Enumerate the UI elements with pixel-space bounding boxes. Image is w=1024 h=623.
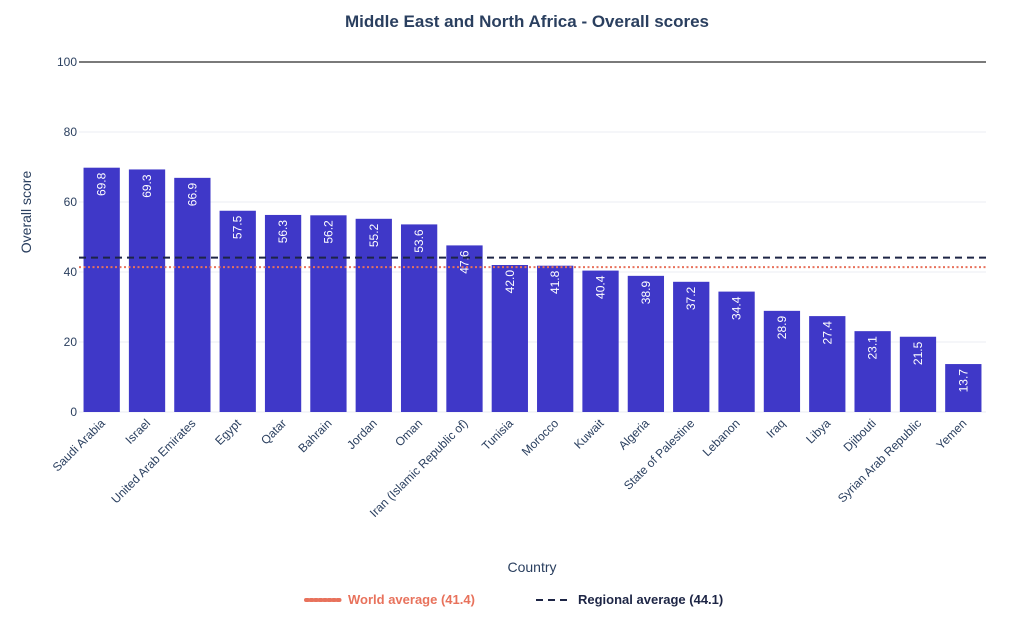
legend: World average (41.4) Regional average (44…: [304, 592, 723, 607]
bar-value-label: 47.6: [457, 250, 471, 274]
legend-label: World average (41.4): [348, 592, 475, 607]
bar-value-label: 37.2: [684, 286, 698, 310]
y-tick-labels: 0 20 40 60 80 100: [57, 55, 77, 419]
bar: [627, 275, 665, 412]
y-tick-label: 40: [64, 265, 78, 279]
bar-value-label: 69.3: [140, 174, 154, 198]
bar-value-label: 55.2: [367, 223, 381, 247]
x-tick-label: Egypt: [212, 416, 244, 448]
bar: [491, 265, 528, 412]
x-tick-label: Libya: [803, 416, 833, 446]
bar: [537, 265, 574, 412]
y-axis-title: Overall score: [18, 171, 34, 254]
bar: [899, 336, 937, 412]
reference-lines: [79, 256, 986, 269]
bar-value-label: 40.4: [594, 275, 608, 299]
bars: 69.8 69.3 66.9 57.5 56.3 56.2 55.2 53.6 47.6 42.0…: [83, 167, 982, 412]
legend-item: Regional average (44.1): [536, 592, 723, 607]
bar: [264, 214, 302, 412]
bar: [809, 316, 846, 412]
x-tick-label: Israel: [122, 416, 153, 447]
x-tick-label: Iraq: [764, 416, 789, 441]
gridlines: [79, 61, 986, 413]
y-tick-label: 80: [64, 125, 78, 139]
bar: [718, 291, 755, 412]
bar-value-label: 21.5: [911, 341, 925, 365]
x-tick-label: Tunisia: [479, 416, 516, 453]
x-tick-label: Syrian Arab Republic: [835, 416, 924, 505]
x-tick-label: Jordan: [344, 416, 380, 452]
bar: [219, 210, 256, 412]
bar-value-label: 13.7: [956, 369, 970, 393]
bar: [355, 218, 392, 412]
bar-value-label: 28.9: [775, 316, 789, 340]
bar: [174, 177, 211, 412]
bar: [310, 215, 347, 412]
bar-value-label: 56.2: [321, 220, 335, 244]
bar: [945, 364, 982, 412]
bar-value-label: 34.4: [730, 296, 744, 320]
x-tick-label: Lebanon: [700, 416, 743, 459]
bar-value-label: 27.4: [820, 321, 834, 345]
x-tick-label: Morocco: [519, 416, 562, 459]
y-tick-label: 0: [70, 405, 77, 419]
bar-value-label: 56.3: [276, 220, 290, 244]
bar: [446, 245, 483, 412]
bar-value-label: 57.5: [231, 215, 245, 239]
bar: [763, 310, 801, 412]
y-tick-label: 100: [57, 55, 77, 69]
x-tick-label: Djibouti: [841, 416, 879, 454]
bar-value-label: 41.8: [548, 270, 562, 294]
bar-value-label: 69.8: [95, 172, 109, 196]
bar: [673, 281, 710, 412]
x-tick-label: Kuwait: [571, 416, 607, 452]
bar: [854, 331, 891, 412]
bar: [83, 167, 120, 412]
bar-value-label: 23.1: [866, 336, 880, 360]
legend-label: Regional average (44.1): [578, 592, 723, 607]
bar: [400, 224, 438, 412]
x-tick-label: Yemen: [933, 416, 969, 452]
x-tick-label: Algeria: [616, 416, 653, 453]
bar-value-label: 53.6: [412, 229, 426, 253]
x-tick-label: United Arab Emirates: [108, 416, 198, 506]
x-tick-label: Oman: [392, 416, 425, 449]
x-tick-label: Qatar: [258, 416, 289, 447]
bar-value-label: 38.9: [639, 281, 653, 305]
x-tick-label: Saudi Arabia: [50, 416, 108, 474]
bar-value-label: 66.9: [185, 183, 199, 207]
bar: [582, 270, 619, 412]
bar: [128, 169, 166, 412]
x-axis-title: Country: [507, 559, 556, 575]
legend-item: World average (41.4): [304, 592, 475, 607]
y-tick-label: 20: [64, 335, 78, 349]
chart-title: Middle East and North Africa - Overall s…: [345, 12, 709, 31]
bar-value-label: 42.0: [503, 270, 517, 294]
y-tick-label: 60: [64, 195, 78, 209]
x-tick-label: Bahrain: [295, 416, 334, 455]
